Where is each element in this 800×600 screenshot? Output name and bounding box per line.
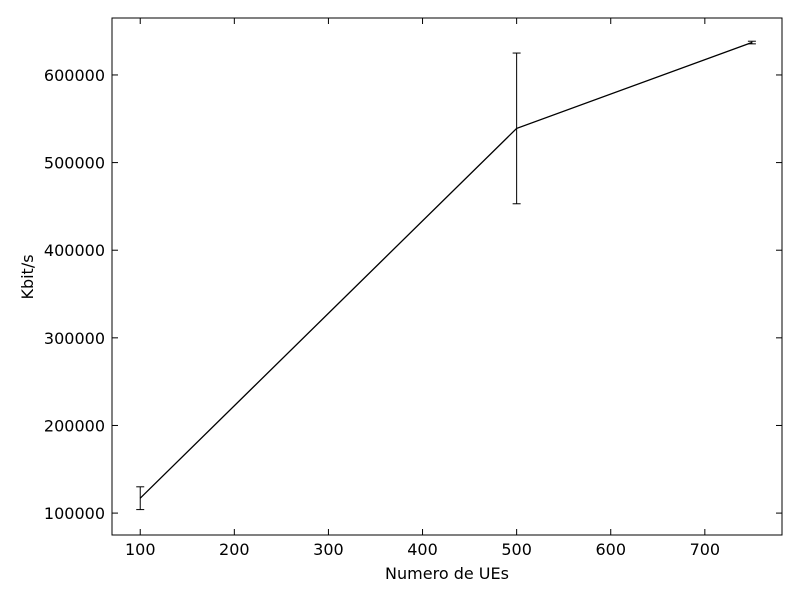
y-tick-label: 300000 — [44, 329, 105, 348]
x-tick-label: 500 — [501, 540, 532, 559]
x-tick-label: 300 — [313, 540, 344, 559]
y-axis-label: Kbit/s — [18, 254, 37, 299]
y-tick-label: 500000 — [44, 154, 105, 173]
series-line — [139, 41, 753, 499]
x-tick-label: 700 — [690, 540, 721, 559]
x-tick-label: 100 — [125, 540, 156, 559]
x-tick-label: 400 — [407, 540, 438, 559]
x-tick-label: 200 — [219, 540, 250, 559]
x-axis-label: Numero de UEs — [385, 564, 509, 583]
series-layer — [136, 40, 756, 511]
x-tick-label: 600 — [595, 540, 626, 559]
y-tick-label: 400000 — [44, 241, 105, 260]
y-tick-label: 200000 — [44, 416, 105, 435]
plot-frame — [111, 17, 783, 536]
y-tick-label: 100000 — [44, 504, 105, 523]
y-tick-label: 600000 — [44, 66, 105, 85]
ticks-layer: 100 200 300 400 500 600 700 100000 200000 300000 4… — [44, 18, 782, 559]
